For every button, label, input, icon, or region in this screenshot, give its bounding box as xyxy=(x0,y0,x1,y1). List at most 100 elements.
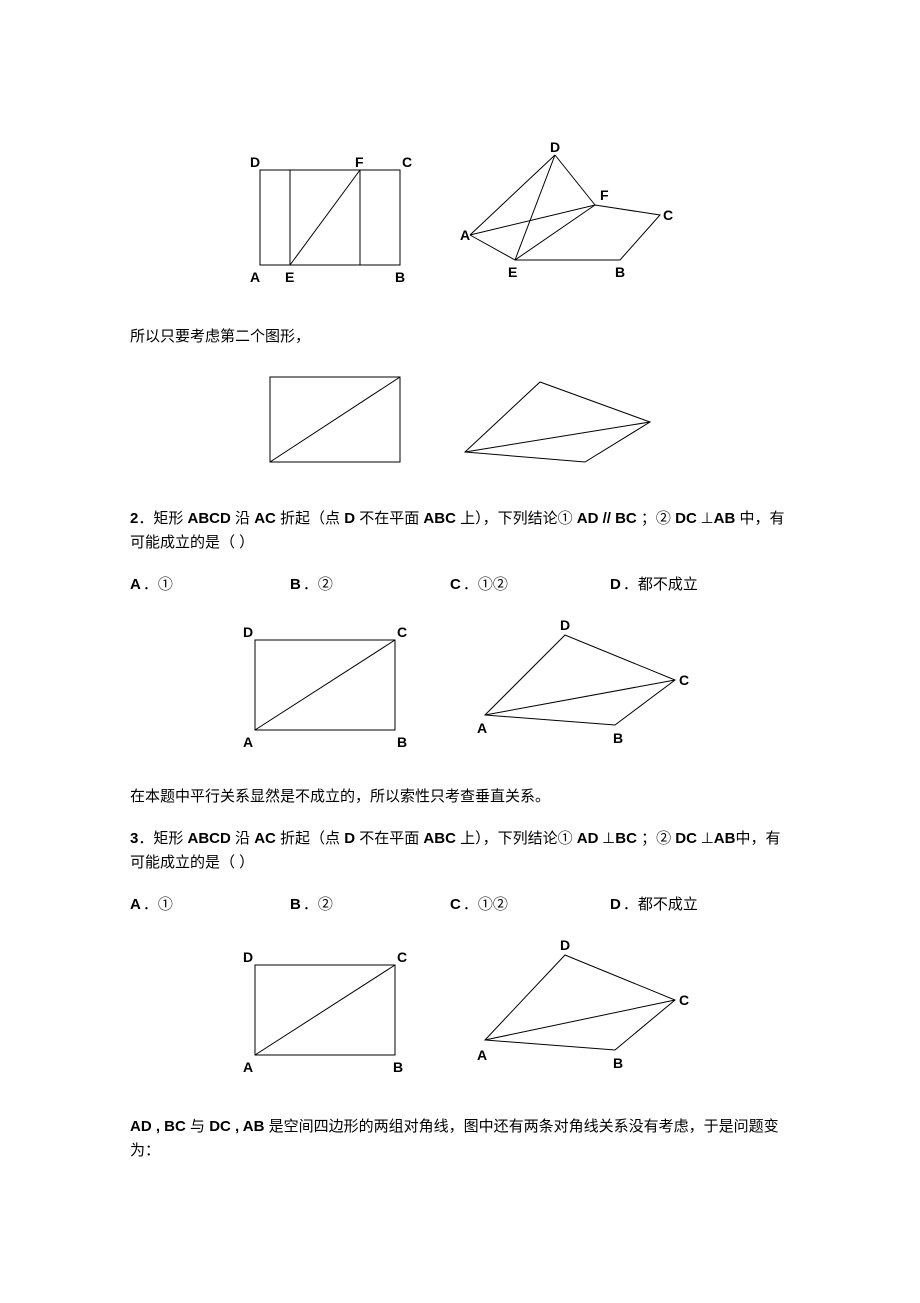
label-c: C xyxy=(679,992,689,1008)
q3-abc: ABC xyxy=(423,830,456,847)
fig4-right: D C A B xyxy=(465,935,695,1085)
q3-perp2: ⊥ xyxy=(697,831,714,847)
label-c: C xyxy=(397,624,407,640)
q2-dc: DC xyxy=(675,510,697,527)
label-a: A xyxy=(243,734,253,750)
q3-ad: AD xyxy=(577,830,599,847)
q2-abcd: ABCD xyxy=(188,510,231,527)
q2-ab: AB xyxy=(714,510,736,527)
label-c: C xyxy=(663,207,673,223)
label-a: A xyxy=(243,1059,253,1075)
label-b: B xyxy=(393,1059,403,1075)
opt-3d: D．都不成立 xyxy=(610,893,770,917)
label-d: D xyxy=(243,949,253,965)
paragraph-2: 在本题中平行关系显然是不成立的，所以索性只考查垂直关系。 xyxy=(130,785,790,809)
opt-3d-k: D xyxy=(610,896,621,913)
label-f: F xyxy=(355,154,364,170)
p3-m2: DC , AB xyxy=(209,1118,264,1135)
q3-t1: ．矩形 xyxy=(138,830,187,847)
q2-t4: 不在平面 xyxy=(355,510,423,527)
q2-abc: ABC xyxy=(423,510,456,527)
q2-bc: BC xyxy=(615,510,637,527)
label-a: A xyxy=(250,269,260,285)
q2-ad: AD xyxy=(577,510,599,527)
label-d: D xyxy=(250,154,260,170)
fig1-right: D F C A E B xyxy=(460,140,680,295)
q3-t6: ；② xyxy=(637,830,675,847)
q3-d: D xyxy=(344,830,355,847)
opt-3b-v: ．② xyxy=(303,896,333,913)
opt-2d: D．都不成立 xyxy=(610,573,770,597)
label-b: B xyxy=(613,730,623,746)
fig3-right: D C A B xyxy=(465,615,695,755)
label-d: D xyxy=(560,937,570,953)
label-e: E xyxy=(285,269,294,285)
opt-2b: B．② xyxy=(290,573,450,597)
opt-2c-k: C xyxy=(450,576,461,593)
figure-row-2 xyxy=(130,367,790,477)
fig1-left: D F C A E B xyxy=(240,145,420,290)
q3-ab: AB xyxy=(714,830,736,847)
label-a: A xyxy=(477,720,487,736)
label-b: B xyxy=(395,269,405,285)
q2-t3: 折起（点 xyxy=(276,510,344,527)
opt-2a-k: A xyxy=(130,576,141,593)
opt-3c: C．①② xyxy=(450,893,610,917)
q2-t2: 沿 xyxy=(231,510,254,527)
q3-t5: 上），下列结论① xyxy=(456,830,577,847)
label-a: A xyxy=(460,227,470,243)
p3-lead: AD , BC xyxy=(130,1118,186,1135)
opt-2c: C．①② xyxy=(450,573,610,597)
q2-par: // xyxy=(598,510,615,527)
label-d: D xyxy=(560,617,570,633)
figure-row-1: D F C A E B D F C A E B xyxy=(130,140,790,295)
question-2: 2．矩形 ABCD 沿 AC 折起（点 D 不在平面 ABC 上），下列结论① … xyxy=(130,507,790,555)
q3-perp1: ⊥ xyxy=(598,831,615,847)
q3-t2: 沿 xyxy=(231,830,254,847)
opt-3c-v: ．①② xyxy=(463,896,508,913)
paragraph-3: AD , BC 与 DC , AB 是空间四边形的两组对角线，图中还有两条对角线… xyxy=(130,1115,790,1163)
q3-bc: BC xyxy=(615,830,637,847)
label-c: C xyxy=(397,949,407,965)
opt-2a: A．① xyxy=(130,573,290,597)
label-c: C xyxy=(402,154,412,170)
opt-2a-v: ．① xyxy=(143,576,173,593)
label-d: D xyxy=(243,624,253,640)
label-c: C xyxy=(679,672,689,688)
q2-d: D xyxy=(344,510,355,527)
page: D F C A E B D F C A E B 所以只要考虑第二个图形， xyxy=(0,0,920,1221)
q3-abcd: ABCD xyxy=(188,830,231,847)
q3-t4: 不在平面 xyxy=(355,830,423,847)
q2-t1: ．矩形 xyxy=(138,510,187,527)
options-3: A．① B．② C．①② D．都不成立 xyxy=(130,893,790,917)
label-a: A xyxy=(477,1047,487,1063)
q2-perp: ⊥ xyxy=(697,511,714,527)
fig2-right xyxy=(455,367,665,477)
opt-3b: B．② xyxy=(290,893,450,917)
label-e: E xyxy=(508,264,517,280)
opt-3a: A．① xyxy=(130,893,290,917)
opt-2b-k: B xyxy=(290,576,301,593)
opt-3b-k: B xyxy=(290,896,301,913)
label-f: F xyxy=(600,187,609,203)
q3-dc: DC xyxy=(675,830,697,847)
q3-ac: AC xyxy=(254,830,276,847)
q2-ac: AC xyxy=(254,510,276,527)
fig2-left xyxy=(255,367,415,477)
opt-3c-k: C xyxy=(450,896,461,913)
opt-3a-k: A xyxy=(130,896,141,913)
paragraph-1: 所以只要考虑第二个图形， xyxy=(130,325,790,349)
q2-t6: ；② xyxy=(637,510,675,527)
opt-3a-v: ．① xyxy=(143,896,173,913)
fig3-left: D C A B xyxy=(225,615,425,755)
opt-3d-v: ．都不成立 xyxy=(623,896,698,913)
opt-2c-v: ．①② xyxy=(463,576,508,593)
q3-t3: 折起（点 xyxy=(276,830,344,847)
label-b: B xyxy=(397,734,407,750)
opt-2d-k: D xyxy=(610,576,621,593)
options-2: A．① B．② C．①② D．都不成立 xyxy=(130,573,790,597)
label-b: B xyxy=(615,264,625,280)
fig4-left: D C A B xyxy=(225,940,425,1080)
figure-row-3: D C A B D C A B xyxy=(130,615,790,755)
q2-t5: 上），下列结论① xyxy=(456,510,577,527)
